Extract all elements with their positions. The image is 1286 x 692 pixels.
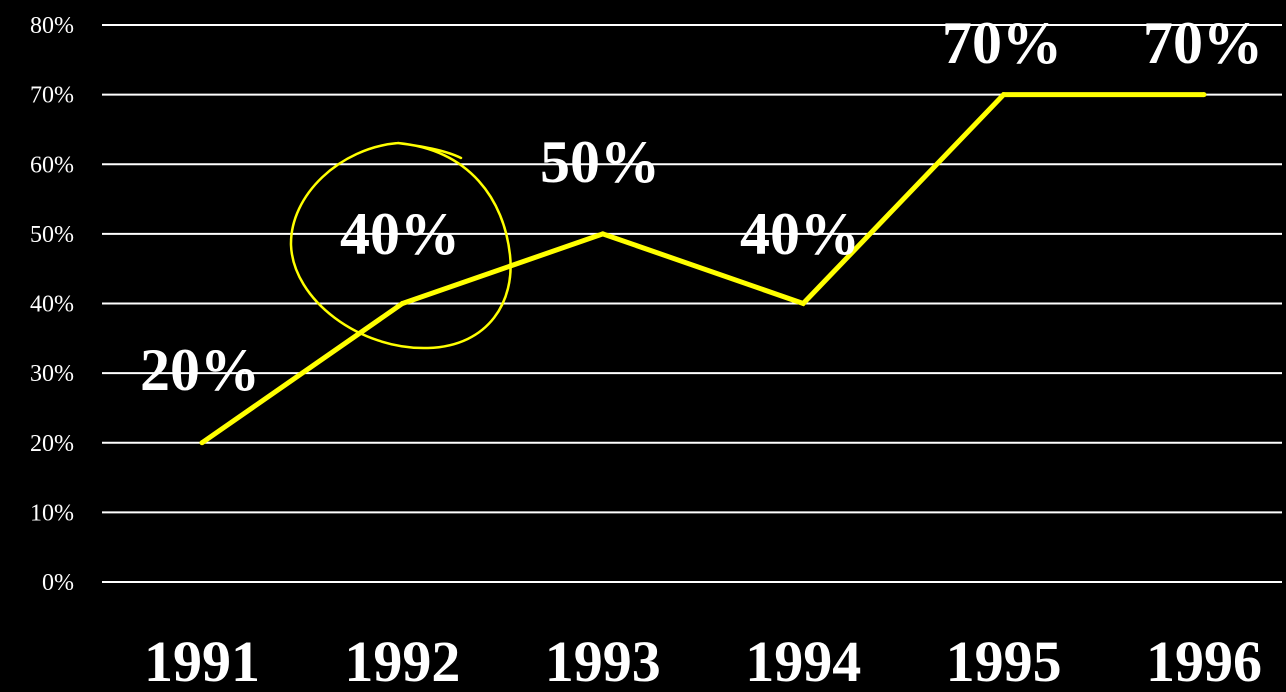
x-tick-label: 1994 bbox=[745, 629, 861, 692]
x-tick-label: 1995 bbox=[946, 629, 1062, 692]
data-point bbox=[1201, 92, 1207, 98]
y-tick-label: 0% bbox=[42, 570, 74, 596]
data-point bbox=[800, 301, 806, 306]
y-tick-label: 60% bbox=[30, 152, 74, 178]
data-point bbox=[199, 440, 205, 446]
x-tick-label: 1993 bbox=[545, 629, 661, 692]
data-label: 40% bbox=[740, 201, 860, 267]
x-axis-ticks: 1991 1992 1993 1994 1995 1996 bbox=[144, 629, 1262, 692]
series bbox=[199, 92, 1207, 446]
data-label: 40% bbox=[340, 201, 460, 267]
x-tick-label: 1992 bbox=[344, 629, 460, 692]
y-tick-label: 80% bbox=[30, 13, 74, 39]
x-tick-label: 1991 bbox=[144, 629, 260, 692]
annotation-circle bbox=[289, 141, 512, 350]
y-tick-label: 10% bbox=[30, 500, 74, 526]
data-point bbox=[600, 231, 606, 237]
data-label: 20% bbox=[140, 337, 260, 403]
y-axis-ticks: 0% 10% 20% 30% 40% 50% 60% 70% 80% bbox=[30, 13, 74, 596]
data-point bbox=[399, 301, 405, 306]
y-tick-label: 30% bbox=[30, 361, 74, 387]
y-tick-label: 40% bbox=[30, 292, 74, 318]
x-tick-label: 1996 bbox=[1146, 629, 1262, 692]
data-point bbox=[1001, 92, 1007, 98]
gridlines bbox=[102, 24, 1282, 583]
data-label: 70% bbox=[942, 10, 1062, 76]
data-labels: 20% 40% 50% 40% 70% 70% bbox=[140, 10, 1263, 403]
data-label: 50% bbox=[540, 129, 660, 195]
y-tick-label: 70% bbox=[30, 83, 74, 109]
data-label: 70% bbox=[1143, 10, 1263, 76]
annotations bbox=[289, 141, 512, 350]
y-tick-label: 50% bbox=[30, 222, 74, 248]
series-line bbox=[200, 92, 1204, 445]
y-tick-label: 20% bbox=[30, 431, 74, 457]
